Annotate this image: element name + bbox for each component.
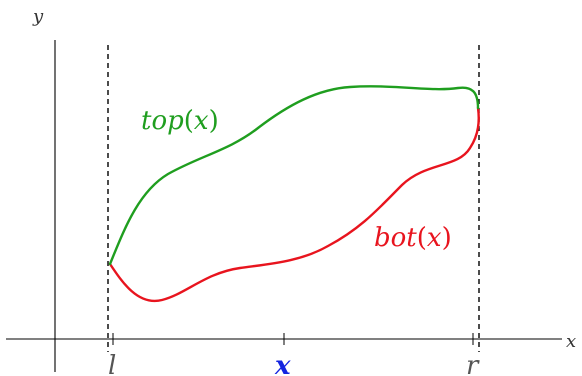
bot-paren-open: (: [417, 223, 427, 253]
marker-l: l: [108, 351, 116, 376]
top-paren-close: ): [209, 106, 219, 136]
top-curve: [108, 85, 480, 266]
x-axis-label: x: [566, 331, 576, 352]
bottom-curve-label: bot(x): [374, 223, 452, 253]
marker-x: x: [274, 351, 291, 376]
bot-paren-close: ): [442, 223, 452, 253]
bot-arg: x: [427, 223, 442, 253]
top-arg: x: [194, 106, 209, 136]
top-fn: top: [141, 106, 184, 136]
bot-fn: bot: [374, 223, 417, 253]
top-paren-open: (: [184, 106, 194, 136]
y-axis-label: y: [32, 6, 44, 27]
marker-r: r: [466, 351, 480, 376]
bottom-curve: [108, 106, 480, 303]
top-curve-label: top(x): [141, 106, 219, 136]
